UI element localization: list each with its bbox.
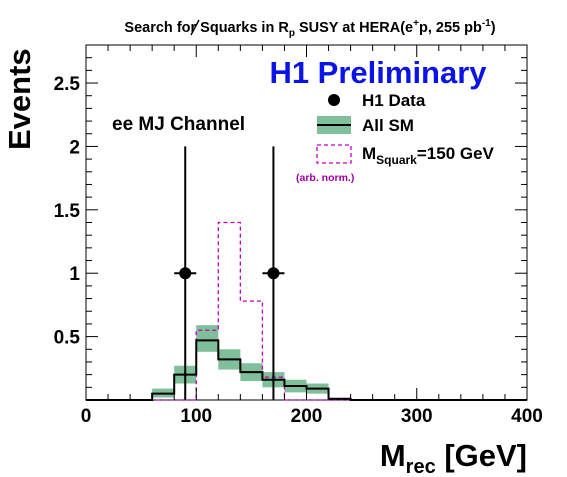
legend-sm-label: All SM: [362, 116, 414, 135]
chart-title: Search for Squarks in Rp SUSY at HERA(e+…: [124, 18, 495, 39]
data-point: [267, 267, 280, 280]
plot-frame: [85, 44, 528, 401]
x-tick-label: 300: [401, 406, 433, 427]
rp-slash: [190, 19, 200, 36]
y-tick-label: 1.5: [54, 201, 81, 222]
preliminary-label: H1 Preliminary: [269, 55, 487, 90]
sm-band-bin: [196, 325, 219, 352]
x-tick-label: 100: [180, 406, 212, 427]
signal-layer: [86, 221, 527, 401]
legend-signal-swatch: [316, 144, 352, 164]
y-tick-label: 1: [69, 264, 80, 285]
legend-data-marker: [328, 94, 340, 106]
tick-layer: 0 100 200 300 400 0.5 1 1.5 2 2.5: [54, 45, 543, 427]
signal-histogram: [86, 221, 527, 401]
y-tick-label: 0.5: [54, 328, 81, 349]
data-layer: [174, 146, 285, 400]
x-tick-label: 0: [81, 406, 92, 427]
legend-signal-note: (arb. norm.): [296, 172, 354, 184]
y-tick-label: 2.5: [54, 74, 81, 95]
x-axis-label: Mrec [GeV]: [380, 438, 527, 477]
y-axis-label: Events: [2, 48, 37, 150]
channel-label: ee MJ Channel: [112, 114, 245, 135]
legend: H1 Data All SM MSquark=150 GeV (arb. nor…: [296, 91, 495, 184]
legend-signal-label: MSquark=150 GeV: [362, 144, 495, 167]
x-tick-label: 200: [291, 406, 323, 427]
data-point: [179, 267, 192, 280]
legend-data-label: H1 Data: [362, 91, 426, 110]
x-tick-label: 400: [511, 406, 543, 427]
y-tick-label: 2: [69, 137, 80, 158]
